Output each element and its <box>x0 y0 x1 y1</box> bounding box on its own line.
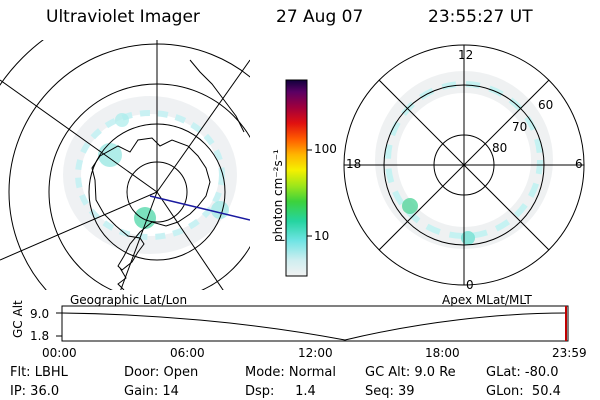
status-glat: GLat: -80.0 <box>486 365 559 380</box>
colorbar <box>285 79 308 277</box>
status-mode: Mode: Normal <box>245 365 336 380</box>
lat-label-60: 60 <box>538 98 554 112</box>
mlt-label-0: 0 <box>466 278 474 292</box>
mlt-label-6: 6 <box>575 157 583 171</box>
status-filter: Flt: LBHL <box>10 365 68 380</box>
mlt-label-18: 18 <box>346 157 362 171</box>
date-label: 27 Aug 07 <box>276 7 364 27</box>
magnetic-map <box>343 44 585 286</box>
x-tick-2359: 23:59 <box>552 346 587 360</box>
geographic-map <box>0 40 250 290</box>
x-tick-1200: 12:00 <box>298 346 333 360</box>
status-glon: GLon: 50.4 <box>486 384 561 399</box>
status-ip: IP: 36.0 <box>10 384 60 399</box>
y-tick-1-8: 1.8 <box>30 329 50 343</box>
status-dsp: Dsp: 1.4 <box>245 384 316 399</box>
time-label: 23:55:27 UT <box>428 7 533 27</box>
mlt-label-12: 12 <box>458 48 474 62</box>
geographic-caption: Geographic Lat/Lon <box>70 293 188 307</box>
x-tick-1800: 18:00 <box>425 346 460 360</box>
lat-label-70: 70 <box>512 120 528 134</box>
status-gc-alt: GC Alt: 9.0 Re <box>365 365 456 380</box>
x-tick-0000: 00:00 <box>42 346 77 360</box>
colorbar-tick-10: 10 <box>314 229 330 243</box>
x-tick-0600: 06:00 <box>170 346 205 360</box>
colorbar-tick-100: 100 <box>314 142 337 156</box>
altitude-plot <box>56 305 569 342</box>
status-gain: Gain: 14 <box>124 384 179 399</box>
apex-caption: Apex MLat/MLT <box>442 293 532 307</box>
colorbar-unit-label: photon cm⁻²s⁻¹ <box>271 149 285 242</box>
y-tick-9: 9.0 <box>30 307 50 321</box>
lat-label-80: 80 <box>492 141 508 155</box>
status-door: Door: Open <box>124 365 199 380</box>
gc-alt-axis-label: GC Alt <box>11 300 25 338</box>
status-seq: Seq: 39 <box>365 384 415 399</box>
instrument-title: Ultraviolet Imager <box>46 7 200 27</box>
